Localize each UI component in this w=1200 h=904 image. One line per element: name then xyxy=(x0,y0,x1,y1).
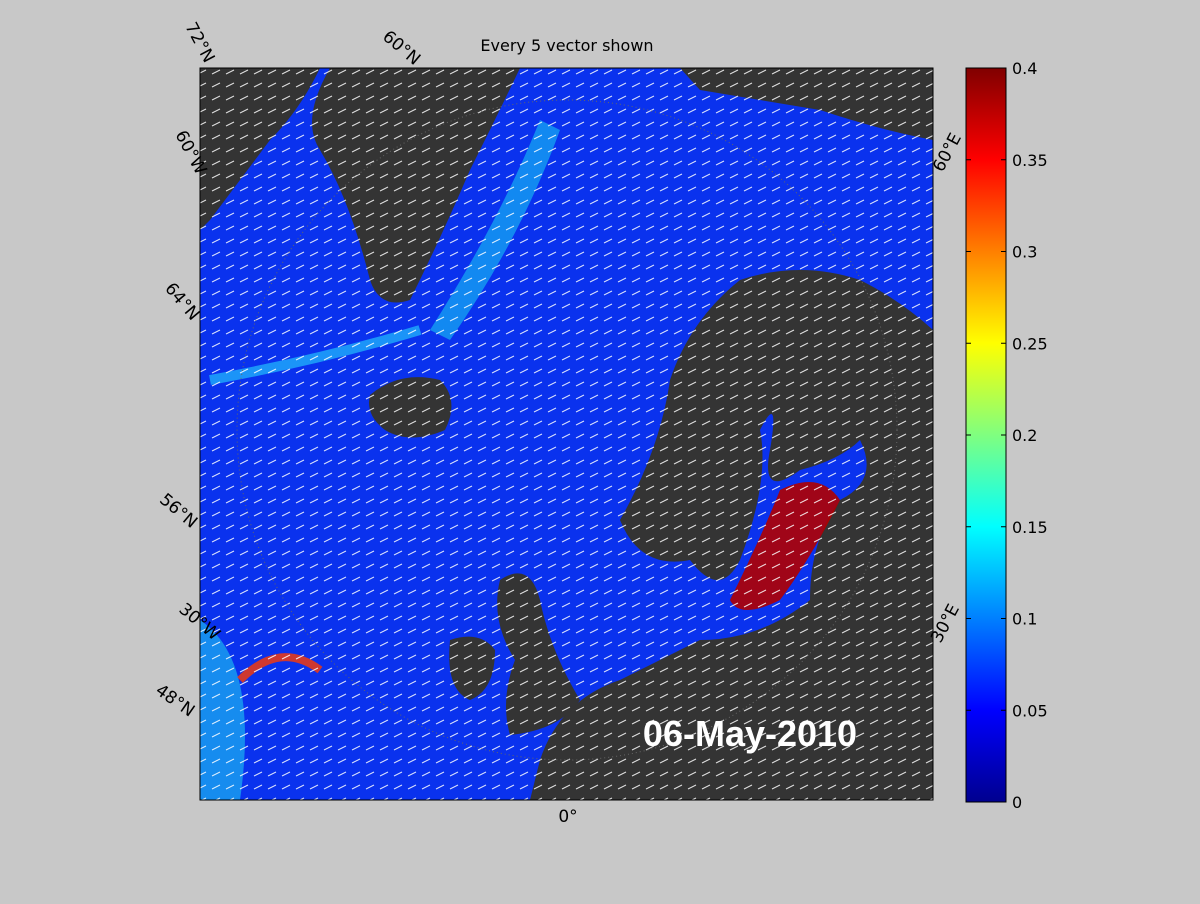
colorbar-scale xyxy=(965,67,1007,803)
colorbar-tick-label: 0.1 xyxy=(1012,610,1037,629)
graticule-label: 60°E xyxy=(929,130,966,175)
colorbar-tick-label: 0.15 xyxy=(1012,518,1048,537)
map-title: Every 5 vector shown xyxy=(480,36,653,55)
graticule xyxy=(236,99,898,761)
colorbar-tick-label: 0.4 xyxy=(1012,59,1037,78)
map xyxy=(200,68,933,800)
colorbar-tick-label: 0.05 xyxy=(1012,701,1048,720)
velocity-vectors xyxy=(200,68,933,800)
colorbar-tick-label: 0.2 xyxy=(1012,426,1037,445)
colorbar-tick-label: 0.3 xyxy=(1012,243,1037,262)
colorbar-tick-label: 0 xyxy=(1012,793,1022,812)
colorbar: 0 0.05 0.1 0.15 0.2 0.25 0.3 0.35 0.4 xyxy=(965,59,1048,812)
graticule-label: 72°N xyxy=(181,19,219,66)
colorbar-tick-label: 0.25 xyxy=(1012,334,1048,353)
date-label: 06-May-2010 xyxy=(643,713,857,754)
colorbar-tick-label: 0.35 xyxy=(1012,151,1048,170)
graticule-label: 60°N xyxy=(378,27,424,70)
graticule-label: 48°N xyxy=(152,680,199,721)
graticule-label: 56°N xyxy=(155,490,201,533)
map-frame xyxy=(199,67,934,801)
graticule-label: 0° xyxy=(558,807,577,827)
graticule-label: 64°N xyxy=(160,279,203,325)
